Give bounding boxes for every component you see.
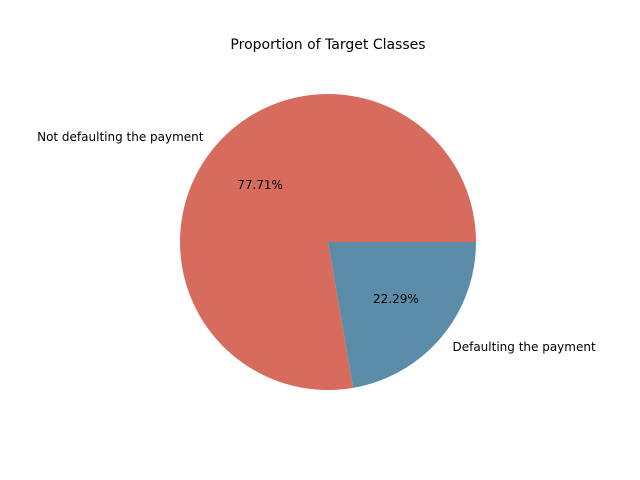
pie-slice-not-defaulting-the-payment [180, 94, 476, 391]
slice-percent-not-defaulting-the-payment: 77.71% [237, 178, 283, 192]
slice-label-defaulting-the-payment: Defaulting the payment [452, 340, 595, 354]
slice-label-not-defaulting-the-payment: Not defaulting the payment [37, 130, 204, 144]
pie-slices [180, 94, 476, 391]
pie-slice-defaulting-the-payment [328, 242, 476, 388]
slice-percent-defaulting-the-payment: 22.29% [373, 292, 419, 306]
chart-title: Proportion of Target Classes [230, 37, 425, 53]
pie-labels: Not defaulting the payment 77.71% Defaulti… [37, 130, 596, 354]
